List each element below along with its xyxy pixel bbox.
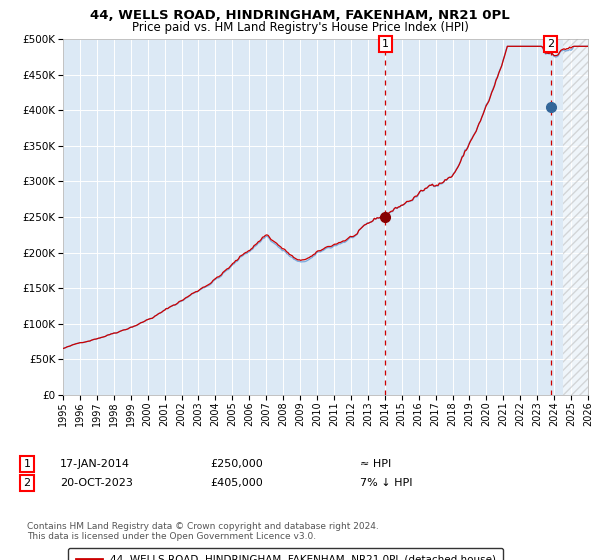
Text: 1: 1 bbox=[23, 459, 31, 469]
Text: 2: 2 bbox=[23, 478, 31, 488]
Bar bbox=[563, 39, 588, 395]
Text: Contains HM Land Registry data © Crown copyright and database right 2024.
This d: Contains HM Land Registry data © Crown c… bbox=[27, 522, 379, 542]
Text: 2: 2 bbox=[547, 39, 554, 49]
Text: ≈ HPI: ≈ HPI bbox=[360, 459, 391, 469]
Text: 20-OCT-2023: 20-OCT-2023 bbox=[60, 478, 133, 488]
Text: Price paid vs. HM Land Registry's House Price Index (HPI): Price paid vs. HM Land Registry's House … bbox=[131, 21, 469, 34]
Text: 1: 1 bbox=[382, 39, 389, 49]
Legend: 44, WELLS ROAD, HINDRINGHAM, FAKENHAM, NR21 0PL (detached house), HPI: Average p: 44, WELLS ROAD, HINDRINGHAM, FAKENHAM, N… bbox=[68, 548, 503, 560]
Text: £250,000: £250,000 bbox=[210, 459, 263, 469]
Text: £405,000: £405,000 bbox=[210, 478, 263, 488]
Text: 7% ↓ HPI: 7% ↓ HPI bbox=[360, 478, 413, 488]
Text: 17-JAN-2014: 17-JAN-2014 bbox=[60, 459, 130, 469]
Text: 44, WELLS ROAD, HINDRINGHAM, FAKENHAM, NR21 0PL: 44, WELLS ROAD, HINDRINGHAM, FAKENHAM, N… bbox=[90, 9, 510, 22]
